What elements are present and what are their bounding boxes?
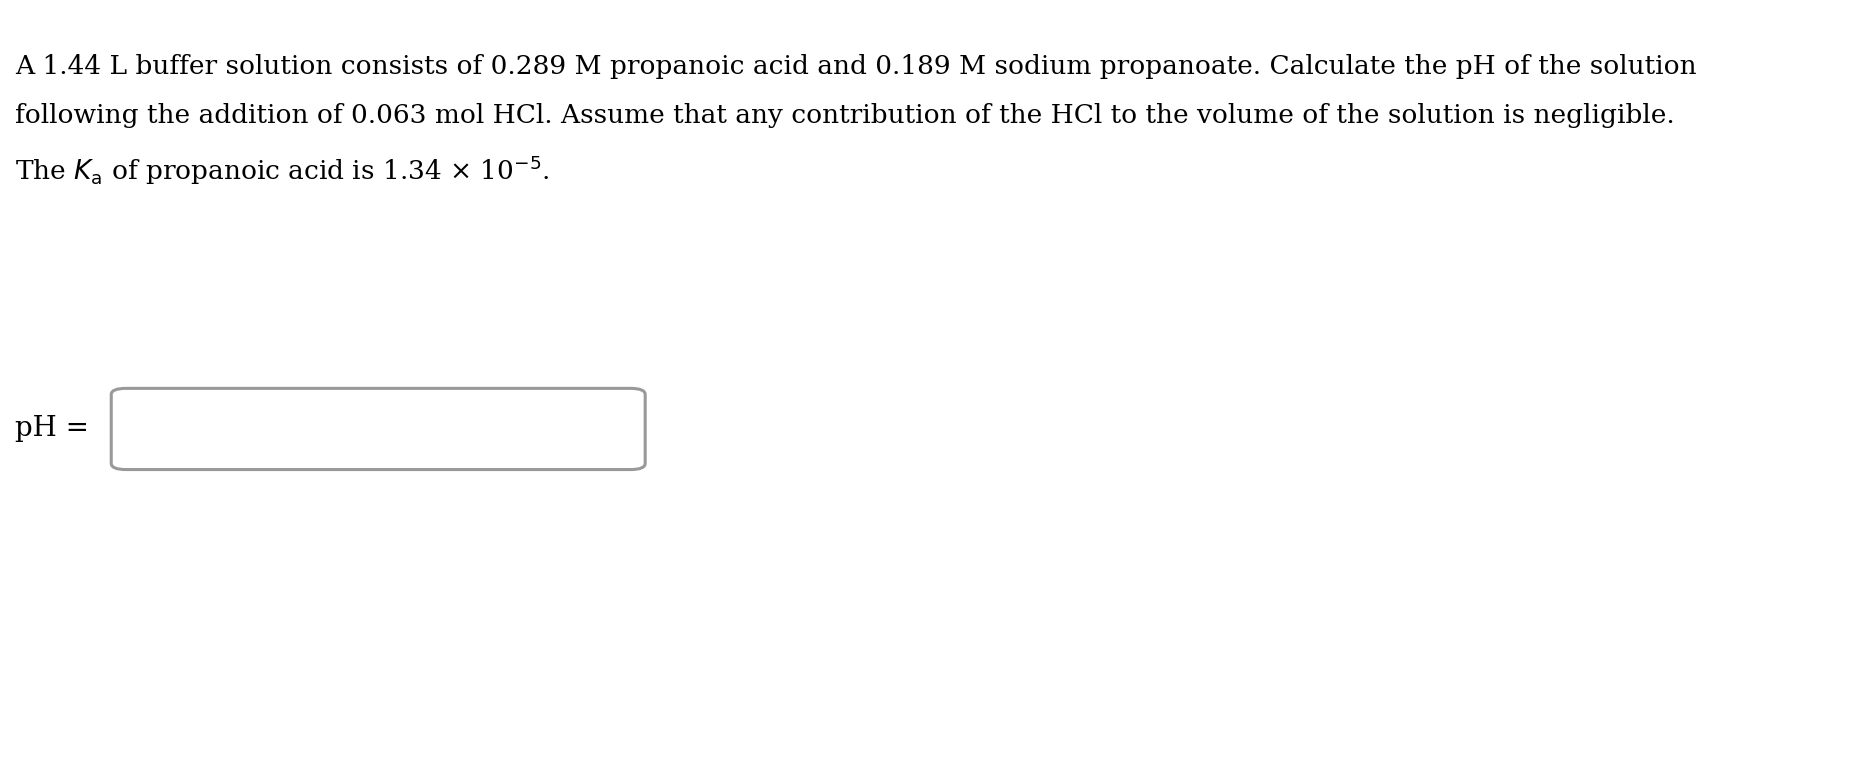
Text: following the addition of 0.063 mol HCl. Assume that any contribution of the HCl: following the addition of 0.063 mol HCl.… (15, 103, 1674, 129)
Text: The $K_{\mathrm{a}}$ of propanoic acid is 1.34 × 10$^{-5}$.: The $K_{\mathrm{a}}$ of propanoic acid i… (15, 153, 549, 187)
Text: A 1.44 L buffer solution consists of 0.289 M propanoic acid and 0.189 M sodium p: A 1.44 L buffer solution consists of 0.2… (15, 54, 1696, 79)
FancyBboxPatch shape (111, 388, 645, 470)
Text: pH =: pH = (15, 415, 89, 443)
